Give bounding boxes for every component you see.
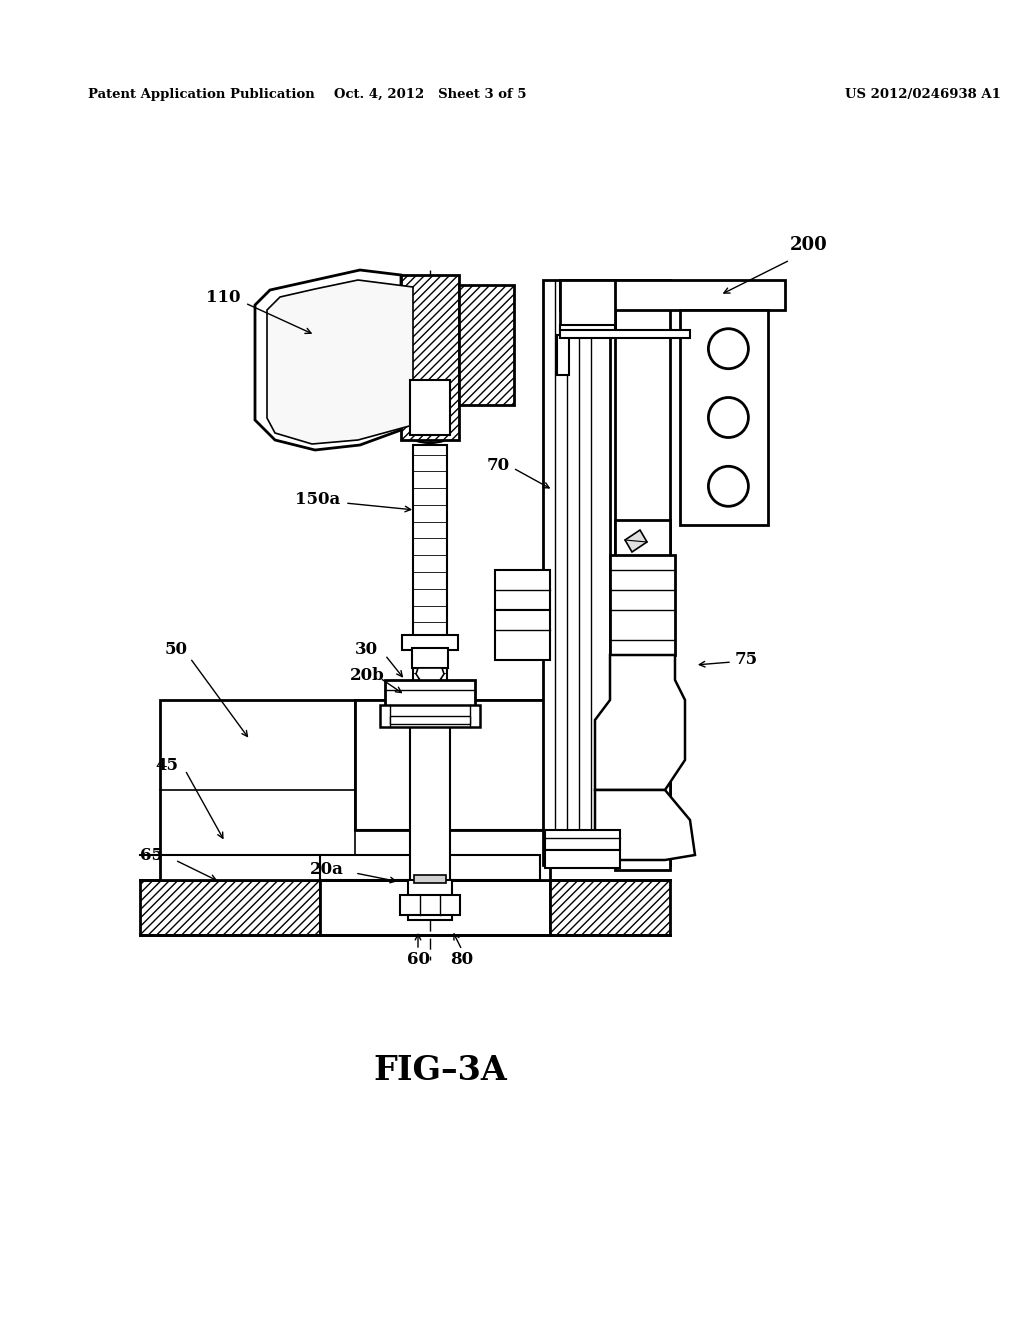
Bar <box>419 645 441 680</box>
Bar <box>459 285 514 405</box>
Polygon shape <box>255 271 401 450</box>
Bar <box>401 275 459 440</box>
Circle shape <box>709 397 749 437</box>
Bar <box>412 648 449 668</box>
Polygon shape <box>595 655 685 789</box>
Bar <box>595 830 665 861</box>
Bar <box>400 895 460 915</box>
Bar <box>545 850 620 869</box>
Bar <box>615 520 670 870</box>
Text: 150a: 150a <box>295 491 340 508</box>
Text: 65: 65 <box>140 846 163 863</box>
Polygon shape <box>625 531 647 552</box>
Bar <box>545 830 620 850</box>
Bar <box>557 335 569 375</box>
Bar <box>560 280 785 310</box>
Bar <box>402 635 458 649</box>
Bar <box>380 705 480 727</box>
Text: 80: 80 <box>451 952 473 969</box>
Bar <box>615 280 670 865</box>
Text: 75: 75 <box>735 652 758 668</box>
Bar <box>319 855 540 880</box>
Text: 60: 60 <box>407 952 429 969</box>
Circle shape <box>709 329 749 368</box>
Text: 20b: 20b <box>350 667 385 684</box>
Bar <box>560 280 615 330</box>
Text: 70: 70 <box>486 457 510 474</box>
Bar <box>680 310 768 525</box>
Bar <box>408 880 452 920</box>
Text: Patent Application Publication: Patent Application Publication <box>88 88 314 102</box>
Text: 110: 110 <box>206 289 240 306</box>
Bar <box>401 275 428 286</box>
Text: Oct. 4, 2012   Sheet 3 of 5: Oct. 4, 2012 Sheet 3 of 5 <box>334 88 526 102</box>
Bar <box>414 875 446 883</box>
Bar <box>610 554 675 655</box>
Text: 50: 50 <box>165 642 188 659</box>
Bar <box>543 280 610 865</box>
Bar <box>355 700 545 830</box>
Polygon shape <box>595 789 695 861</box>
Text: 45: 45 <box>155 756 178 774</box>
Bar <box>560 325 615 337</box>
Text: FIG–3A: FIG–3A <box>373 1053 507 1086</box>
Circle shape <box>709 466 749 507</box>
Bar <box>495 570 550 610</box>
Text: US 2012/0246938 A1: US 2012/0246938 A1 <box>845 88 1000 102</box>
Bar <box>495 610 550 660</box>
Text: 20a: 20a <box>310 862 344 879</box>
Polygon shape <box>267 280 413 444</box>
Bar <box>413 445 447 700</box>
Bar <box>160 700 550 880</box>
Bar <box>390 715 470 723</box>
Bar <box>385 680 475 710</box>
Bar <box>401 275 428 515</box>
Bar <box>410 700 450 884</box>
Bar <box>410 380 450 436</box>
Bar <box>319 880 550 935</box>
Bar <box>550 880 670 935</box>
Bar <box>140 880 319 935</box>
Polygon shape <box>416 668 444 680</box>
Bar <box>560 330 690 338</box>
Text: 200: 200 <box>790 236 827 253</box>
Text: 30: 30 <box>355 642 378 659</box>
